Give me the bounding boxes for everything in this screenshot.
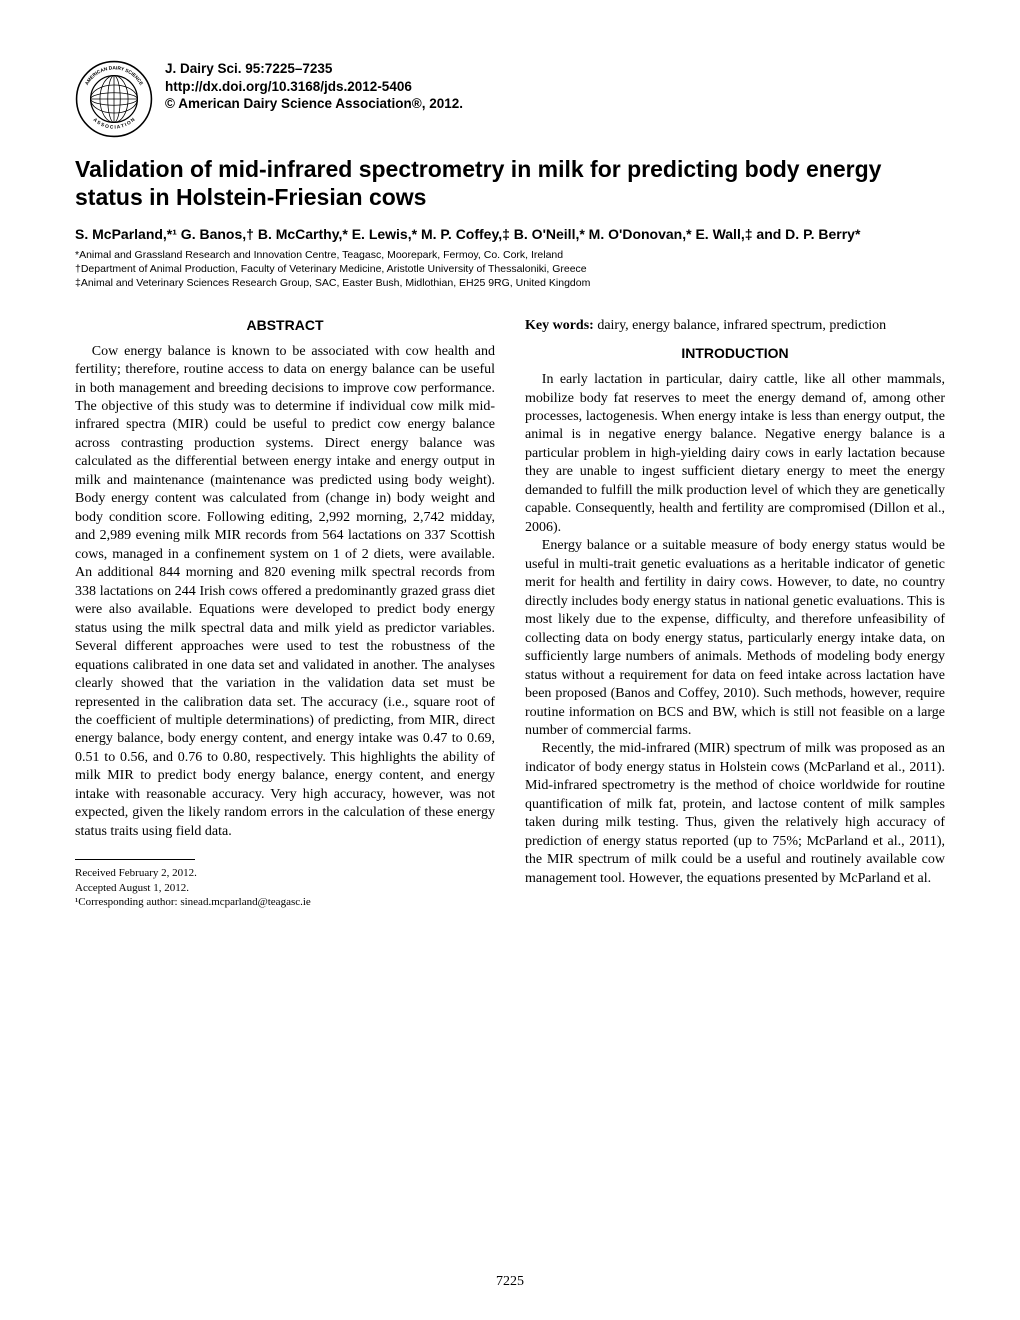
intro-para-2: Energy balance or a suitable measure of … bbox=[525, 537, 945, 740]
two-column-body: ABSTRACT Cow energy balance is known to … bbox=[75, 317, 945, 910]
page-number: 7225 bbox=[0, 1274, 1020, 1290]
abstract-text: Cow energy balance is known to be associ… bbox=[75, 343, 495, 842]
footnotes: Received February 2, 2012. Accepted Augu… bbox=[75, 866, 495, 909]
authors-line: S. McParland,*¹ G. Banos,† B. McCarthy,*… bbox=[75, 225, 945, 244]
introduction-heading: INTRODUCTION bbox=[525, 345, 945, 361]
footnote-rule bbox=[75, 859, 195, 860]
footnote-received: Received February 2, 2012. bbox=[75, 866, 495, 880]
right-column: Key words: dairy, energy balance, infrar… bbox=[525, 317, 945, 910]
journal-logo: AMERICAN DAIRY SCIENCE A S S O C I A T I… bbox=[75, 60, 153, 138]
affiliations: *Animal and Grassland Research and Innov… bbox=[75, 248, 945, 291]
intro-para-3: Recently, the mid-infrared (MIR) spectru… bbox=[525, 740, 945, 888]
footnote-corresponding: ¹Corresponding author: sinead.mcparland@… bbox=[75, 895, 495, 909]
left-column: ABSTRACT Cow energy balance is known to … bbox=[75, 317, 495, 910]
keywords-label: Key words: bbox=[525, 318, 594, 333]
footnote-accepted: Accepted August 1, 2012. bbox=[75, 881, 495, 895]
article-title: Validation of mid-infrared spectrometry … bbox=[75, 156, 945, 211]
intro-para-1: In early lactation in particular, dairy … bbox=[525, 371, 945, 537]
keywords: Key words: dairy, energy balance, infrar… bbox=[525, 317, 945, 335]
journal-citation: J. Dairy Sci. 95:7225–7235 bbox=[165, 60, 463, 78]
affiliation-1: *Animal and Grassland Research and Innov… bbox=[75, 248, 945, 262]
abstract-heading: ABSTRACT bbox=[75, 317, 495, 333]
affiliation-2: †Department of Animal Production, Facult… bbox=[75, 262, 945, 276]
journal-doi: http://dx.doi.org/10.3168/jds.2012-5406 bbox=[165, 78, 463, 96]
affiliation-3: ‡Animal and Veterinary Sciences Research… bbox=[75, 276, 945, 290]
header-row: AMERICAN DAIRY SCIENCE A S S O C I A T I… bbox=[75, 60, 945, 138]
keywords-text: dairy, energy balance, infrared spectrum… bbox=[597, 318, 886, 333]
journal-copyright: © American Dairy Science Association®, 2… bbox=[165, 95, 463, 113]
journal-meta: J. Dairy Sci. 95:7225–7235 http://dx.doi… bbox=[165, 60, 463, 113]
